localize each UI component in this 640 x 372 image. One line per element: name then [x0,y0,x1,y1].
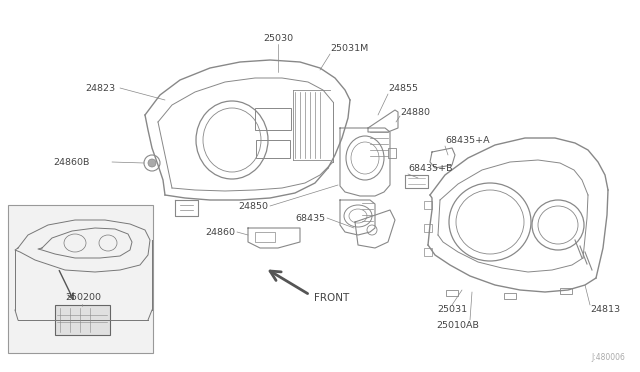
FancyBboxPatch shape [8,205,153,353]
Text: 24880: 24880 [400,108,430,116]
Text: 24813: 24813 [590,305,620,314]
Text: 24860B: 24860B [54,157,90,167]
Text: 250200: 250200 [65,294,101,302]
Text: FRONT: FRONT [314,293,349,303]
Circle shape [148,159,156,167]
FancyBboxPatch shape [55,305,110,335]
Text: 25010AB: 25010AB [436,321,479,330]
Text: 24850: 24850 [238,202,268,211]
Text: J:480006: J:480006 [591,353,625,362]
Text: 68435: 68435 [295,214,325,222]
Text: 25031M: 25031M [330,44,368,52]
Text: 25030: 25030 [263,33,293,42]
Text: 24823: 24823 [85,83,115,93]
Text: 24855: 24855 [388,83,418,93]
Text: 24860: 24860 [205,228,235,237]
Text: 25031: 25031 [437,305,467,314]
Text: 68435+A: 68435+A [445,135,490,144]
Text: 68435+B: 68435+B [408,164,452,173]
